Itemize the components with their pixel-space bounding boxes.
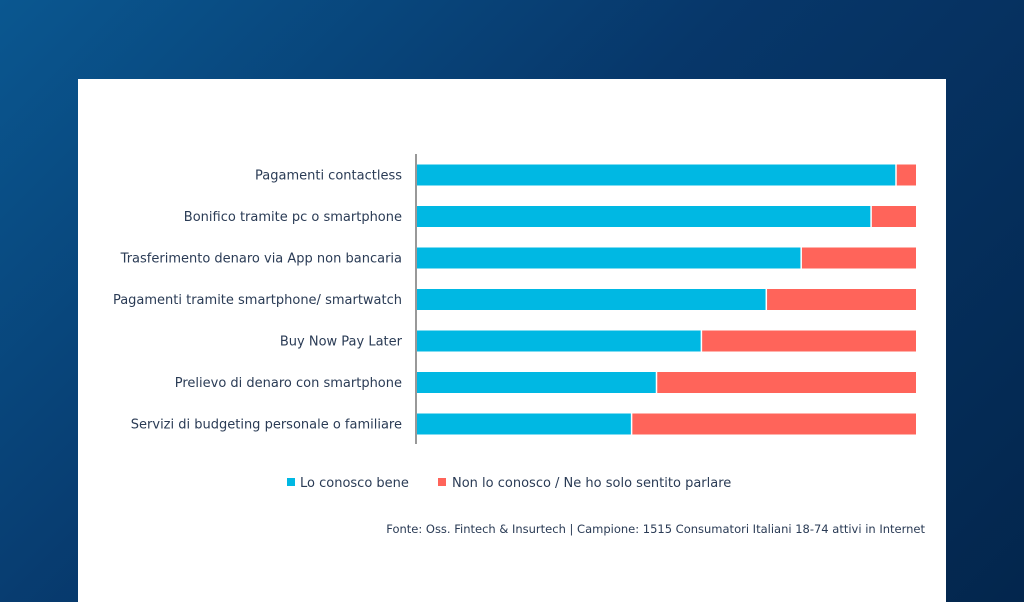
category-label-7: Servizi di budgeting personale o familia… [131, 418, 402, 433]
bar-known-4 [417, 289, 767, 310]
bar-known-7 [417, 413, 632, 435]
category-label-6: Prelievo di denaro con smartphone [175, 376, 402, 391]
bar-known-5 [417, 330, 702, 352]
bar-known-2 [417, 206, 872, 227]
bars-group [417, 164, 916, 435]
category-label-4: Pagamenti tramite smartphone/ smartwatch [113, 293, 402, 308]
bar-unknown-5 [701, 330, 916, 352]
category-label-1: Pagamenti contactless [255, 169, 402, 184]
bar-known-1 [417, 164, 896, 186]
legend: Lo conosco bene Non lo conosco / Ne ho s… [287, 476, 731, 491]
category-labels-group: Pagamenti contactless Bonifico tramite pc… [113, 169, 403, 433]
bar-unknown-4 [766, 289, 916, 310]
category-label-5: Buy Now Pay Later [280, 335, 403, 350]
bar-unknown-3 [801, 247, 916, 269]
bar-known-3 [417, 247, 802, 269]
bar-known-6 [417, 372, 657, 393]
category-label-2: Bonifico tramite pc o smartphone [184, 210, 402, 225]
bar-unknown-7 [631, 413, 916, 435]
category-label-3: Trasferimento denaro via App non bancari… [120, 252, 402, 267]
bar-unknown-1 [896, 164, 916, 186]
source-note: Fonte: Oss. Fintech & Insurtech | Campio… [386, 522, 925, 536]
legend-swatch-unknown [438, 478, 446, 486]
legend-label-unknown: Non lo conosco / Ne ho solo sentito parl… [452, 476, 731, 491]
legend-label-known: Lo conosco bene [300, 476, 409, 491]
legend-swatch-known [287, 478, 295, 486]
bar-unknown-6 [656, 372, 916, 393]
bar-unknown-2 [871, 206, 916, 227]
